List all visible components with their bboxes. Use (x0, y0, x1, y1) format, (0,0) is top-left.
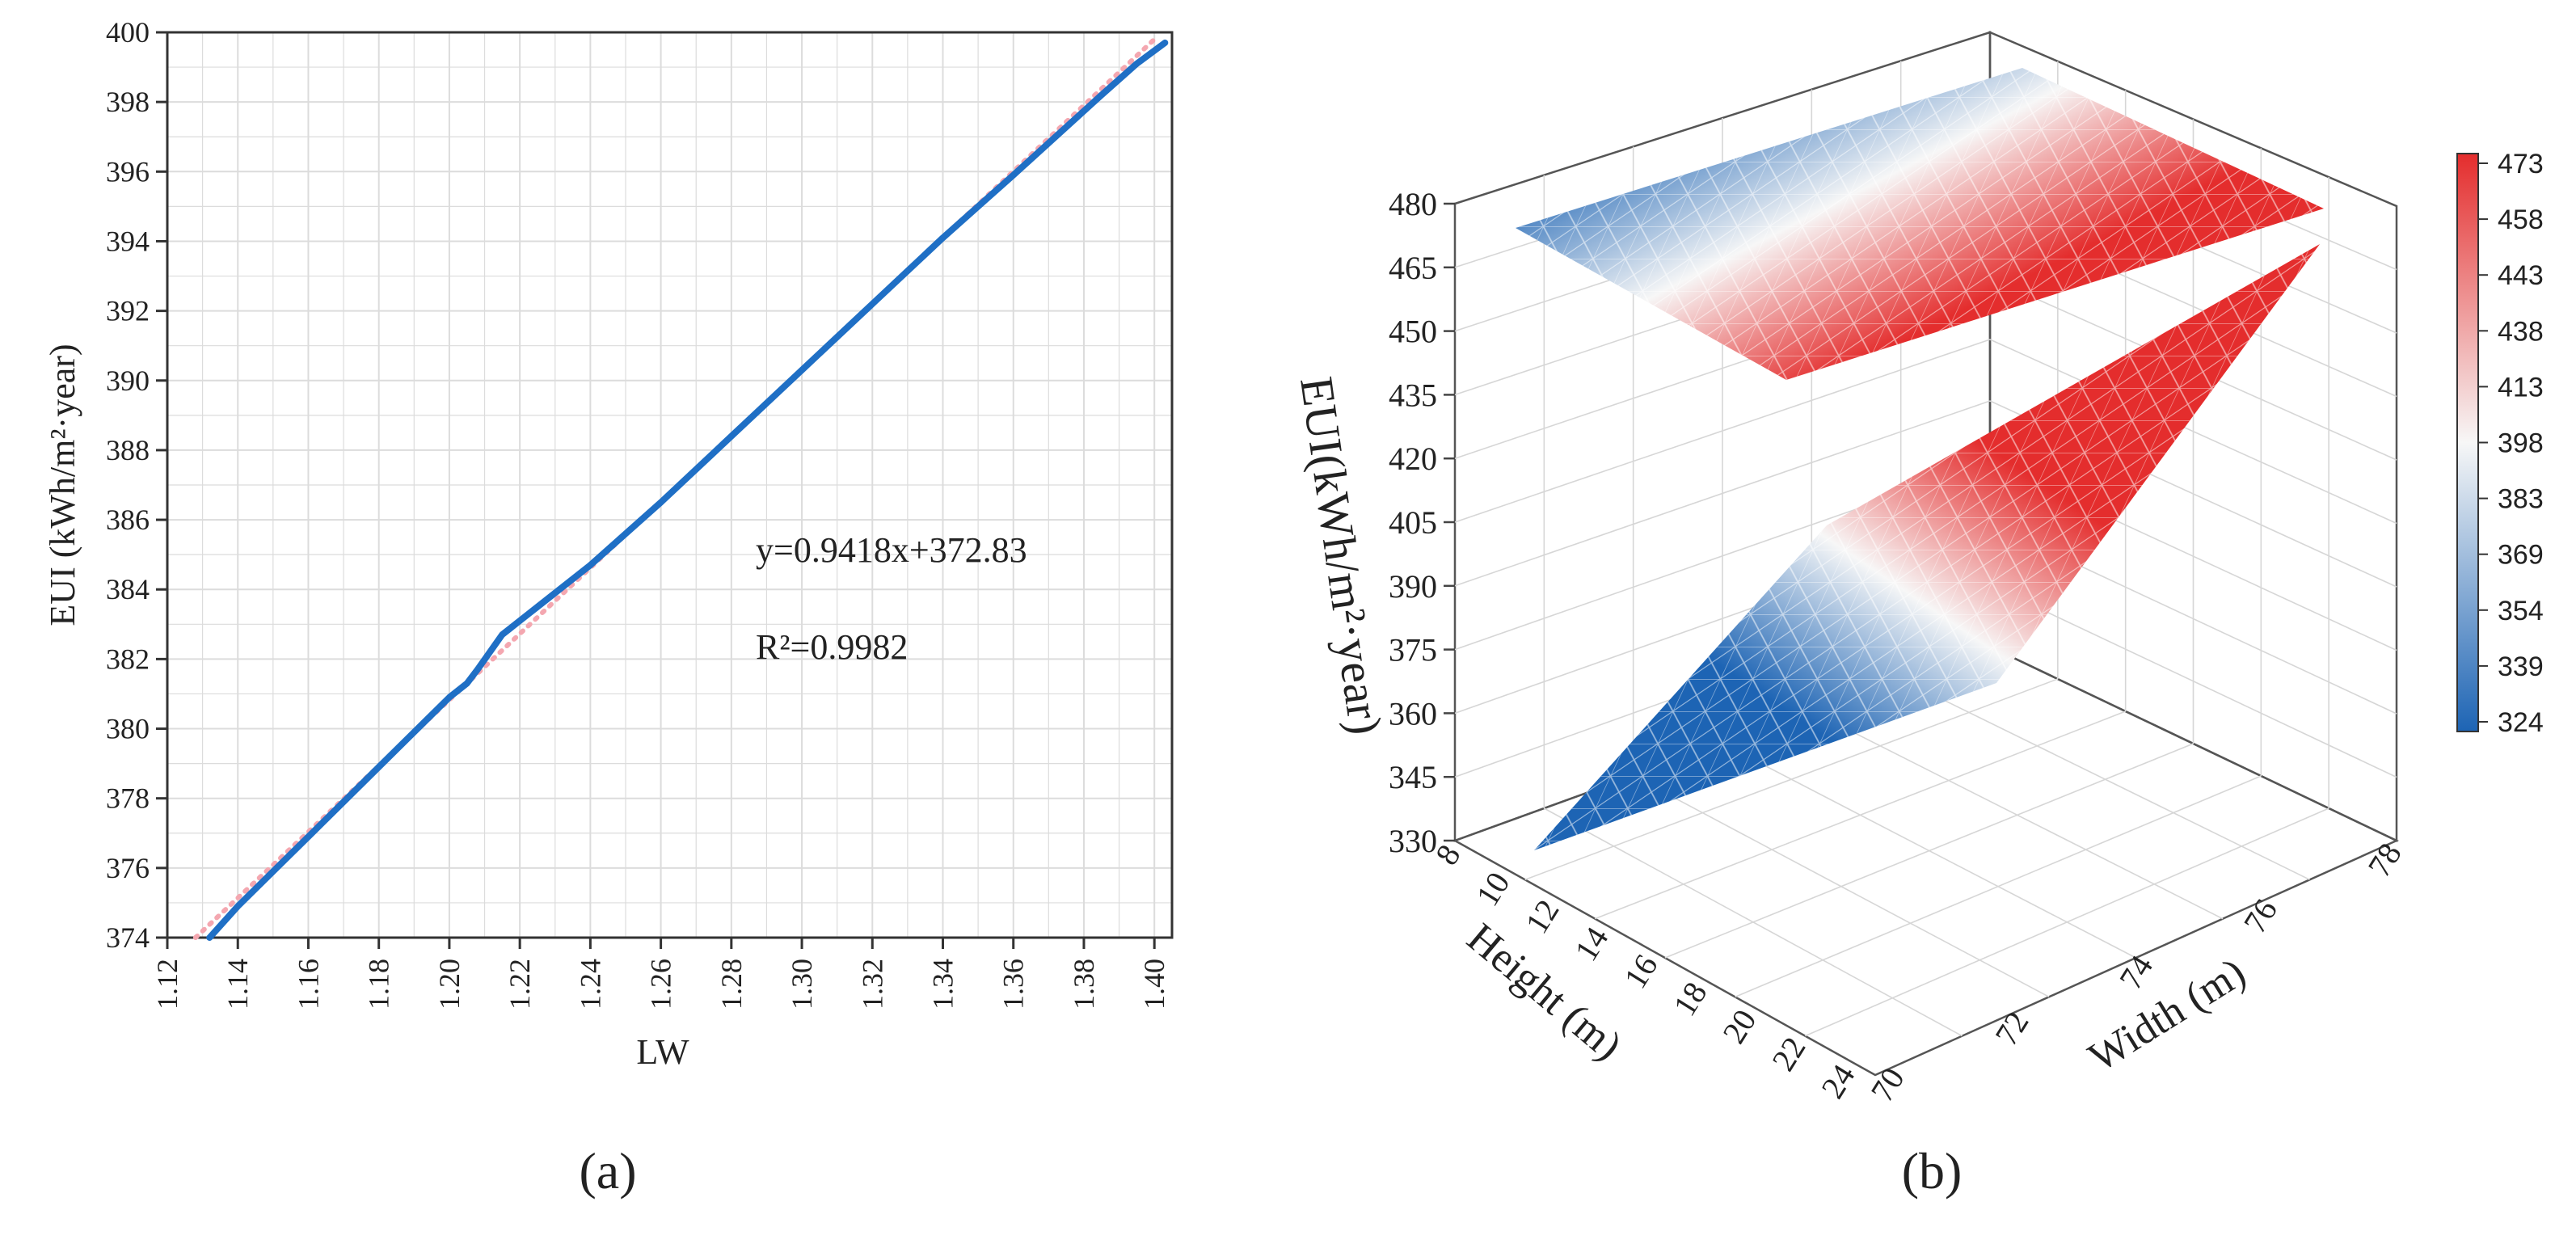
colorbar-tick-label: 383 (2498, 484, 2544, 515)
x-tick-label: 1.24 (574, 959, 606, 1010)
fit-equation: y=0.9418x+372.83 (756, 530, 1027, 570)
height-tick-label: 14 (1567, 921, 1615, 968)
height-tick-label: 12 (1518, 893, 1566, 940)
z-tick-label: 375 (1389, 632, 1437, 668)
x-axis-ticks: 1.12 1.14 1.16 1.18 1.20 1.22 1.24 1.26 1.28 1.30… (151, 938, 1170, 1010)
width-tick-label: 72 (1988, 1006, 2035, 1052)
height-tick-label: 18 (1666, 976, 1714, 1022)
colorbar-tick-label: 438 (2498, 316, 2544, 347)
plot-area-frame (166, 31, 1174, 939)
panel-b-label: (b) (1902, 1142, 1963, 1200)
y-tick-label: 390 (106, 365, 150, 397)
y-tick-label: 376 (106, 852, 150, 884)
y-tick-label: 374 (106, 921, 150, 954)
x-tick-label: 1.26 (645, 959, 677, 1010)
y-tick-label: 388 (106, 434, 150, 466)
colorbar-tick-label: 473 (2498, 149, 2544, 179)
width-tick-label: 74 (2112, 949, 2160, 996)
colorbar-tick-label: 398 (2498, 428, 2544, 459)
y-tick-label: 394 (106, 225, 150, 257)
x-tick-label: 1.22 (504, 959, 536, 1010)
upper-surface (1516, 68, 2324, 380)
z-axis-ticks: 480 465 450 435 420 405 390 375 360 345 330 (1389, 186, 1455, 859)
floor-grid-line (1811, 710, 2224, 920)
y-tick-label: 400 (106, 16, 150, 48)
width-tick-label: 76 (2237, 893, 2284, 940)
colorbar-tick-label: 413 (2498, 372, 2544, 403)
y-tick-label: 378 (106, 782, 150, 815)
x-tick-label: 1.20 (433, 959, 466, 1010)
y-tick-label: 384 (106, 573, 150, 605)
height-tick-label: 10 (1469, 866, 1516, 913)
colorbar-tick-label: 354 (2498, 596, 2544, 626)
floor-grid-line (1900, 678, 2310, 881)
x-tick-label: 1.16 (292, 959, 324, 1010)
x-axis-label: LW (636, 1032, 689, 1072)
x-tick-label: 1.12 (151, 959, 183, 1010)
z-tick-label: 330 (1389, 823, 1437, 859)
y-tick-label: 396 (106, 155, 150, 188)
r-squared: R²=0.9982 (756, 627, 908, 667)
colorbar-tick-label: 339 (2498, 651, 2544, 682)
floor-grid-line (1735, 775, 2262, 998)
x-tick-label: 1.14 (221, 959, 254, 1010)
x-tick-label: 1.28 (715, 959, 748, 1010)
z-tick-label: 420 (1389, 441, 1437, 477)
lower-surface (1534, 244, 2320, 850)
z-tick-label: 450 (1389, 314, 1437, 350)
y-tick-label: 380 (106, 713, 150, 745)
y-tick-label: 392 (106, 295, 150, 327)
colorbar-ticks: 473 458 443 438 413 398 383 369 354 339 324 (2478, 149, 2544, 738)
width-tick-label: 78 (2360, 837, 2408, 883)
colorbar-tick-label: 458 (2498, 204, 2544, 235)
line-chart-panel-a: 374 376 378 380 382 384 386 388 390 392 394 396 398 4… (43, 16, 1174, 1200)
x-tick-label: 1.30 (786, 959, 818, 1010)
grid-lines (167, 32, 1172, 938)
x-tick-label: 1.38 (1068, 959, 1100, 1010)
height-tick-label: 22 (1764, 1031, 1812, 1077)
x-tick-label: 1.36 (997, 959, 1030, 1010)
colorbar-gradient (2456, 153, 2479, 732)
z-tick-label: 360 (1389, 695, 1437, 732)
colorbar-tick-label: 369 (2498, 540, 2544, 571)
x-tick-label: 1.40 (1138, 959, 1170, 1010)
z-tick-label: 465 (1389, 250, 1437, 286)
series-layer (192, 36, 1169, 941)
z-tick-label: 345 (1389, 759, 1437, 795)
height-tick-label: 24 (1814, 1058, 1861, 1105)
y-tick-label: 382 (106, 643, 150, 675)
z-tick-label: 480 (1389, 186, 1437, 222)
floor-grid-line (1805, 807, 2329, 1037)
x-tick-label: 1.32 (856, 959, 888, 1010)
x-tick-label: 1.34 (927, 959, 959, 1010)
z-tick-label: 405 (1389, 504, 1437, 541)
panel-a-label: (a) (579, 1142, 636, 1200)
y-axis-label: EUI (kWh/m²·year) (43, 344, 82, 626)
y-axis-ticks: 374 376 378 380 382 384 386 388 390 392 394 396 398 4… (106, 16, 167, 954)
height-tick-label: 16 (1617, 948, 1664, 995)
eui-line (206, 39, 1169, 941)
floor-grid-line (1664, 743, 2194, 959)
width-axis-title: Width (m) (2081, 950, 2253, 1081)
height-tick-label: 8 (1428, 838, 1468, 871)
z-tick-label: 390 (1389, 568, 1437, 605)
z-tick-label: 435 (1389, 377, 1437, 413)
y-tick-label: 386 (106, 504, 150, 536)
colorbar-tick-label: 443 (2498, 260, 2544, 291)
x-tick-label: 1.18 (363, 959, 395, 1010)
width-axis-ticks: 70 72 74 76 78 (1863, 837, 2408, 1108)
colorbar: 473 458 443 438 413 398 383 369 354 339 324 (2456, 149, 2544, 738)
colorbar-tick-label: 324 (2498, 707, 2544, 738)
height-tick-label: 20 (1715, 1003, 1763, 1050)
z-axis-title: EUI(kWh/m²·year) (1290, 373, 1392, 737)
width-tick-label: 70 (1863, 1061, 1911, 1108)
y-tick-label: 398 (106, 86, 150, 118)
